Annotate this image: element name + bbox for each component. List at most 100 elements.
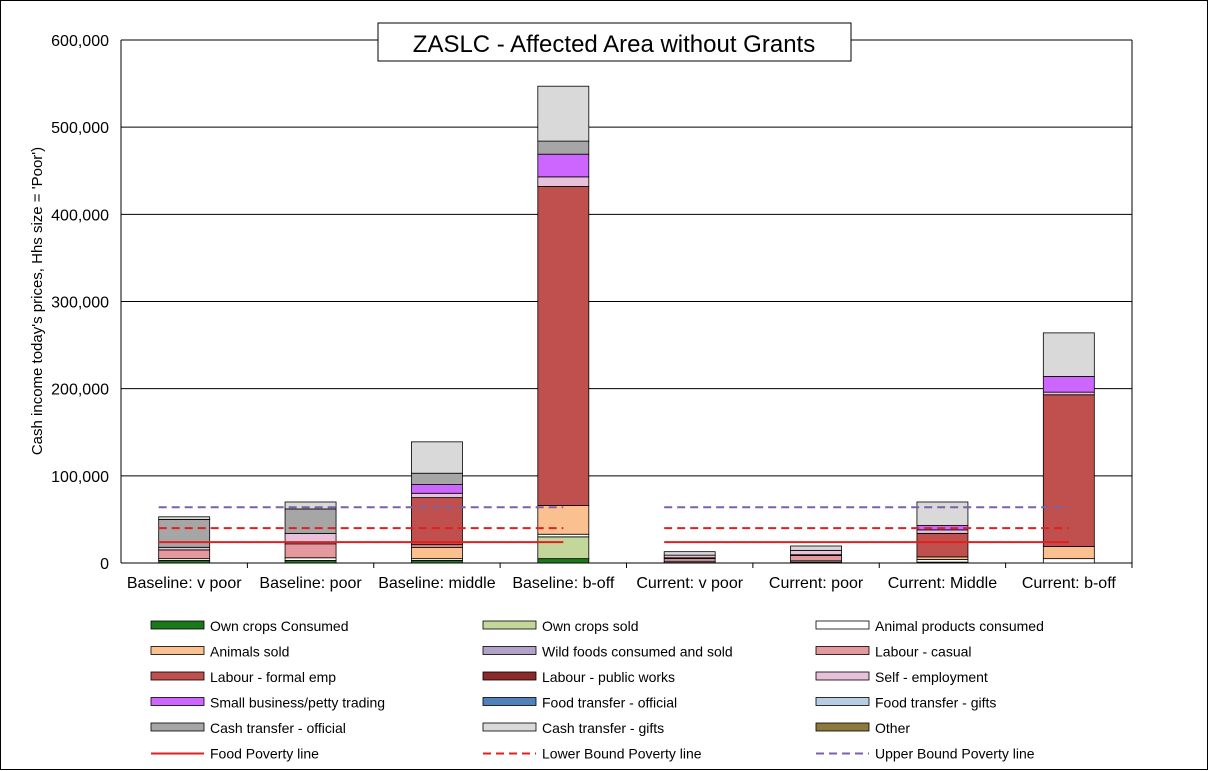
bar-segment-self-employment bbox=[538, 177, 589, 187]
bar-segment-labour-formal-emp bbox=[917, 533, 968, 557]
bar-segment-small-business-petty-trading bbox=[538, 154, 589, 177]
legend-item-animal-products-consumed: Animal products consumed bbox=[816, 618, 1044, 634]
legend-item-upper-bound-poverty-line: Upper Bound Poverty line bbox=[816, 746, 1035, 762]
x-tick-label: Baseline: poor bbox=[259, 575, 362, 592]
legend-item-other: Other bbox=[816, 720, 910, 736]
bar-segment-animal-products-consumed bbox=[1043, 559, 1094, 563]
legend-label: Labour - casual bbox=[875, 644, 972, 660]
bar-segment-animals-sold bbox=[1043, 546, 1094, 558]
bar-segment-cash-transfer-gifts bbox=[159, 517, 210, 520]
legend-swatch bbox=[151, 723, 204, 731]
legend-item-wild-foods-consumed-and-sold: Wild foods consumed and sold bbox=[483, 644, 733, 660]
legend-label: Wild foods consumed and sold bbox=[542, 644, 733, 660]
legend-label: Animals sold bbox=[210, 644, 289, 660]
legend-item-animals-sold: Animals sold bbox=[151, 644, 289, 660]
legend-swatch bbox=[816, 698, 869, 706]
legend-swatch bbox=[816, 647, 869, 655]
legend-item-labour-casual: Labour - casual bbox=[816, 644, 972, 660]
x-tick-label: Current: Middle bbox=[888, 575, 997, 592]
legend-label: Own crops sold bbox=[542, 618, 638, 634]
bar-segment-self-employment bbox=[791, 550, 842, 554]
legend-swatch bbox=[816, 723, 869, 731]
bar-segment-own-crops-consumed bbox=[538, 559, 589, 563]
x-tick-label: Current: v poor bbox=[636, 575, 743, 592]
legend-label: Food transfer - official bbox=[542, 695, 677, 711]
legend-item-self-employment: Self - employment bbox=[816, 669, 988, 685]
bar-segment-cash-transfer-official bbox=[411, 473, 462, 484]
legend-item-cash-transfer-official: Cash transfer - official bbox=[151, 720, 346, 736]
legend-label: Animal products consumed bbox=[875, 618, 1044, 634]
legend-swatch bbox=[151, 698, 204, 706]
legend-label: Labour - formal emp bbox=[210, 669, 336, 685]
y-axis-label: Cash income today's prices, Hhs size = '… bbox=[29, 147, 46, 455]
legend-swatch bbox=[483, 621, 536, 629]
legend-label: Labour - public works bbox=[542, 669, 675, 685]
legend-item-own-crops-consumed: Own crops Consumed bbox=[151, 618, 349, 634]
legend-label: Lower Bound Poverty line bbox=[542, 746, 702, 762]
legend-label: Food transfer - gifts bbox=[875, 695, 996, 711]
legend-swatch bbox=[151, 647, 204, 655]
legend-item-food-poverty-line: Food Poverty line bbox=[151, 746, 319, 762]
y-tick-label: 100,000 bbox=[51, 469, 109, 486]
bar-segment-own-crops-sold bbox=[538, 537, 589, 559]
legend-swatch bbox=[816, 621, 869, 629]
bar-segment-self-employment bbox=[917, 530, 968, 533]
legend-item-food-transfer-gifts: Food transfer - gifts bbox=[816, 695, 996, 711]
legend-swatch bbox=[483, 698, 536, 706]
x-tick-label: Baseline: middle bbox=[378, 575, 496, 592]
legend-swatch bbox=[151, 672, 204, 680]
legend-label: Other bbox=[875, 720, 910, 736]
bar-segment-cash-transfer-gifts bbox=[791, 546, 842, 550]
y-tick-label: 0 bbox=[100, 556, 109, 573]
bar-segment-small-business-petty-trading bbox=[411, 485, 462, 494]
y-tick-label: 400,000 bbox=[51, 207, 109, 224]
bar-segment-animals-sold bbox=[411, 547, 462, 558]
bar-segment-animals-sold bbox=[538, 505, 589, 534]
bar-segment-cash-transfer-gifts bbox=[1043, 333, 1094, 377]
legend-item-food-transfer-official: Food transfer - official bbox=[483, 695, 677, 711]
y-tick-label: 600,000 bbox=[51, 33, 109, 50]
bar-segment-labour-formal-emp bbox=[411, 498, 462, 545]
chart-title-group: ZASLC - Affected Area without Grants bbox=[378, 23, 851, 61]
legend-item-labour-public-works: Labour - public works bbox=[483, 669, 675, 685]
x-tick-label: Baseline: b-off bbox=[512, 575, 615, 592]
bar-segment-cash-transfer-official bbox=[159, 519, 210, 547]
legend-item-own-crops-sold: Own crops sold bbox=[483, 618, 638, 634]
bar-segment-labour-casual bbox=[791, 556, 842, 561]
bar-segment-labour-formal-emp bbox=[538, 186, 589, 505]
bar-segment-cash-transfer-gifts bbox=[411, 442, 462, 473]
legend-swatch bbox=[816, 672, 869, 680]
legend-label: Own crops Consumed bbox=[210, 618, 349, 634]
legend-item-labour-formal-emp: Labour - formal emp bbox=[151, 669, 336, 685]
bar-segment-cash-transfer-official bbox=[285, 509, 336, 533]
bar-segment-labour-casual bbox=[159, 550, 210, 559]
y-tick-label: 500,000 bbox=[51, 120, 109, 137]
legend-swatch bbox=[483, 723, 536, 731]
bar-segment-cash-transfer-gifts bbox=[917, 502, 968, 526]
legend-swatch bbox=[151, 621, 204, 629]
legend-item-small-business-petty-trading: Small business/petty trading bbox=[151, 695, 385, 711]
chart-title: ZASLC - Affected Area without Grants bbox=[413, 31, 815, 58]
legend-swatch bbox=[483, 672, 536, 680]
bar-segment-cash-transfer-gifts bbox=[664, 552, 715, 555]
legend-item-cash-transfer-gifts: Cash transfer - gifts bbox=[483, 720, 664, 736]
bar-segment-self-employment bbox=[411, 493, 462, 497]
y-tick-label: 200,000 bbox=[51, 382, 109, 399]
legend-item-lower-bound-poverty-line: Lower Bound Poverty line bbox=[483, 746, 702, 762]
bar-segment-labour-formal-emp bbox=[1043, 395, 1094, 547]
y-tick-label: 300,000 bbox=[51, 295, 109, 312]
legend-label: Self - employment bbox=[875, 669, 988, 685]
bar-segment-small-business-petty-trading bbox=[1043, 376, 1094, 392]
x-tick-label: Current: poor bbox=[769, 575, 864, 592]
legend-swatch bbox=[483, 647, 536, 655]
legend-label: Small business/petty trading bbox=[210, 695, 385, 711]
legend-label: Cash transfer - official bbox=[210, 720, 346, 736]
bar-segment-labour-casual bbox=[285, 544, 336, 558]
x-tick-label: Baseline: v poor bbox=[127, 575, 242, 592]
legend-label: Cash transfer - gifts bbox=[542, 720, 664, 736]
legend-label: Upper Bound Poverty line bbox=[875, 746, 1035, 762]
bar-segment-cash-transfer-gifts bbox=[538, 86, 589, 141]
x-tick-label: Current: b-off bbox=[1022, 575, 1117, 592]
